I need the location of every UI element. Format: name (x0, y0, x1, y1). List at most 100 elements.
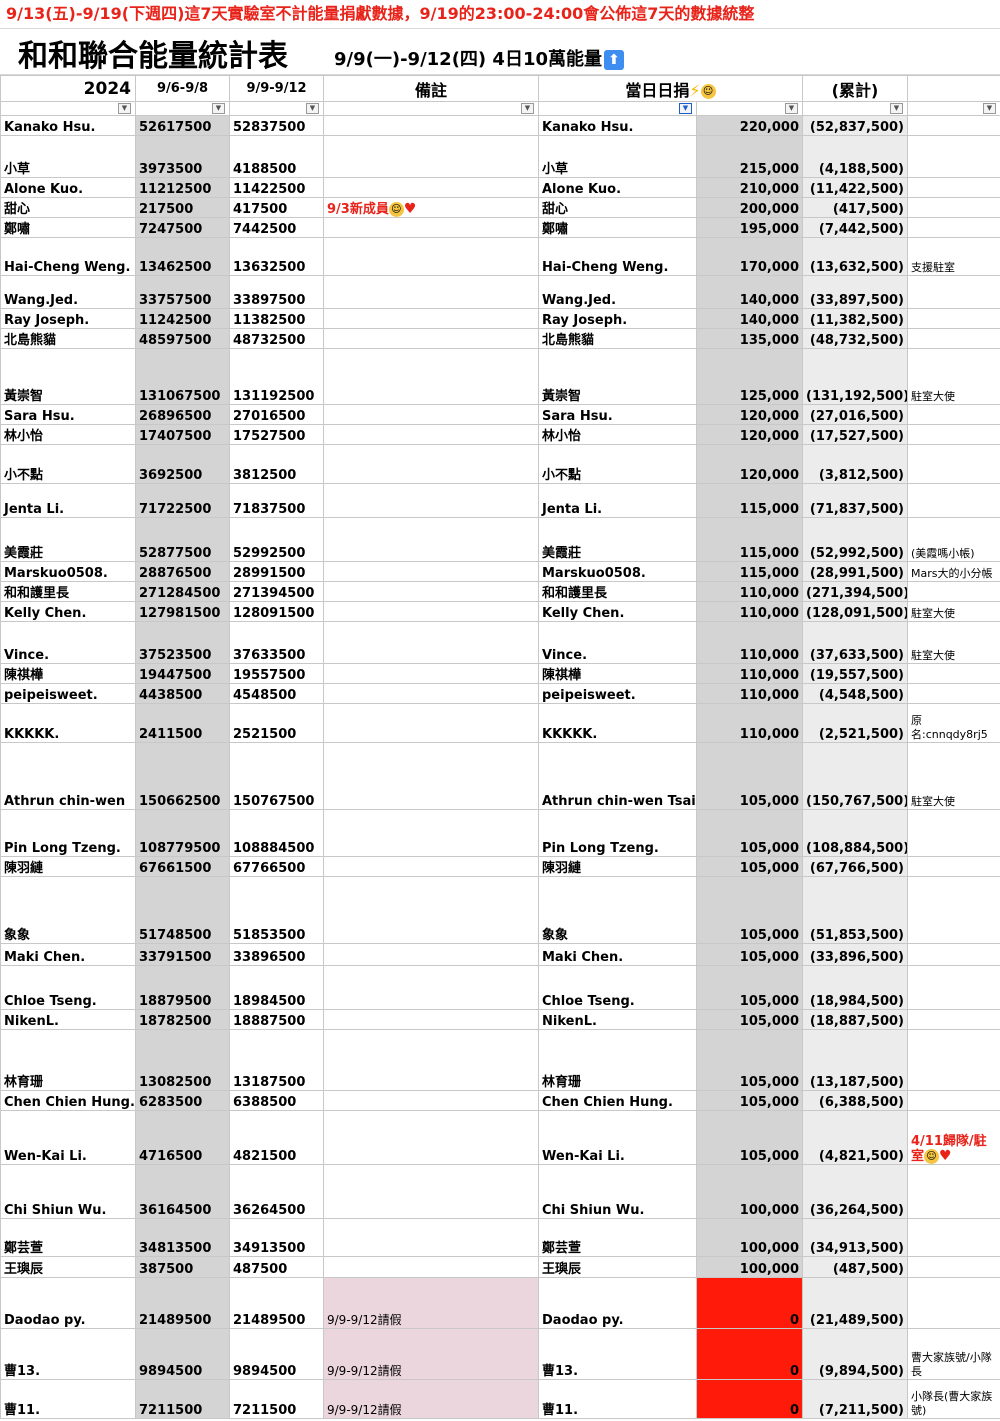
remark-cell[interactable] (323, 1090, 539, 1111)
member-name-daily[interactable]: Sara Hsu. (538, 404, 697, 425)
daily-donation[interactable]: 105,000 (696, 876, 803, 944)
daily-donation[interactable]: 170,000 (696, 237, 803, 276)
member-name-daily[interactable]: Wen-Kai Li. (538, 1110, 697, 1165)
side-note[interactable] (907, 135, 1000, 178)
daily-donation[interactable]: 210,000 (696, 177, 803, 198)
member-name[interactable]: 黃崇智 (0, 348, 136, 405)
member-name-daily[interactable]: Athrun chin-wen Tsai. (538, 742, 697, 810)
member-name-daily[interactable]: 象象 (538, 876, 697, 944)
daily-donation[interactable]: 100,000 (696, 1218, 803, 1257)
value-9-9-9-12[interactable]: 18887500 (229, 1009, 324, 1030)
value-9-6-9-8[interactable]: 21489500 (135, 1277, 230, 1329)
member-name[interactable]: 北島熊貓 (0, 328, 136, 349)
member-name[interactable]: Sara Hsu. (0, 404, 136, 425)
value-9-9-9-12[interactable]: 271394500 (229, 581, 324, 602)
member-name[interactable]: 陳祺樺 (0, 663, 136, 684)
value-9-6-9-8[interactable]: 6283500 (135, 1090, 230, 1111)
side-note[interactable]: 曹大家族號/小隊長 (907, 1328, 1000, 1380)
member-name[interactable]: Wen-Kai Li. (0, 1110, 136, 1165)
value-9-9-9-12[interactable]: 108884500 (229, 809, 324, 857)
cumulative-total[interactable]: (487,500) (802, 1256, 908, 1278)
remark-cell[interactable] (323, 444, 539, 484)
side-note[interactable] (907, 328, 1000, 349)
member-name-daily[interactable]: peipeisweet. (538, 683, 697, 704)
daily-donation[interactable]: 0 (696, 1328, 803, 1380)
member-name[interactable]: Chi Shiun Wu. (0, 1164, 136, 1219)
daily-donation[interactable]: 120,000 (696, 444, 803, 484)
daily-donation[interactable]: 115,000 (696, 517, 803, 562)
member-name-daily[interactable]: 曹13. (538, 1328, 697, 1380)
daily-donation[interactable]: 215,000 (696, 135, 803, 178)
value-9-6-9-8[interactable]: 67661500 (135, 856, 230, 877)
member-name[interactable]: KKKKK. (0, 703, 136, 743)
value-9-6-9-8[interactable]: 28876500 (135, 561, 230, 582)
daily-donation[interactable]: 0 (696, 1379, 803, 1419)
remark-cell[interactable] (323, 517, 539, 562)
member-name-daily[interactable]: Kanako Hsu. (538, 115, 697, 136)
value-9-9-9-12[interactable]: 4821500 (229, 1110, 324, 1165)
remark-cell[interactable] (323, 1218, 539, 1257)
cumulative-total[interactable]: (4,821,500) (802, 1110, 908, 1165)
daily-donation[interactable]: 110,000 (696, 683, 803, 704)
daily-donation[interactable]: 110,000 (696, 621, 803, 664)
member-name-daily[interactable]: Chloe Tseng. (538, 965, 697, 1010)
side-note[interactable] (907, 943, 1000, 966)
cumulative-total[interactable]: (271,394,500) (802, 581, 908, 602)
value-9-6-9-8[interactable]: 34813500 (135, 1218, 230, 1257)
cumulative-total[interactable]: (11,422,500) (802, 177, 908, 198)
side-note[interactable] (907, 1164, 1000, 1219)
filter-icon[interactable]: ▼ (521, 103, 534, 114)
member-name-daily[interactable]: NikenL. (538, 1009, 697, 1030)
daily-donation[interactable]: 105,000 (696, 1110, 803, 1165)
member-name-daily[interactable]: 北島熊貓 (538, 328, 697, 349)
cumulative-total[interactable]: (17,527,500) (802, 424, 908, 445)
side-note[interactable] (907, 308, 1000, 329)
member-name[interactable]: 陳羽縺 (0, 856, 136, 877)
daily-donation[interactable]: 200,000 (696, 197, 803, 218)
member-name[interactable]: Jenta Li. (0, 483, 136, 518)
cumulative-total[interactable]: (33,897,500) (802, 275, 908, 309)
value-9-9-9-12[interactable]: 18984500 (229, 965, 324, 1010)
cumulative-total[interactable]: (9,894,500) (802, 1328, 908, 1380)
value-9-9-9-12[interactable]: 128091500 (229, 601, 324, 622)
side-note[interactable]: 原名:cnnqdy8rj5 (907, 703, 1000, 743)
member-name[interactable]: 小草 (0, 135, 136, 178)
member-name-daily[interactable]: Alone Kuo. (538, 177, 697, 198)
daily-donation[interactable]: 140,000 (696, 275, 803, 309)
member-name-daily[interactable]: Kelly Chen. (538, 601, 697, 622)
remark-cell[interactable] (323, 308, 539, 329)
value-9-9-9-12[interactable]: 11382500 (229, 308, 324, 329)
member-name-daily[interactable]: 陳羽縺 (538, 856, 697, 877)
remark-cell[interactable] (323, 601, 539, 622)
member-name[interactable]: Kelly Chen. (0, 601, 136, 622)
value-9-6-9-8[interactable]: 18782500 (135, 1009, 230, 1030)
value-9-6-9-8[interactable]: 7211500 (135, 1379, 230, 1419)
member-name-daily[interactable]: Marskuo0508. (538, 561, 697, 582)
member-name[interactable]: Maki Chen. (0, 943, 136, 966)
cumulative-total[interactable]: (52,992,500) (802, 517, 908, 562)
filter-icon[interactable]: ▼ (983, 103, 996, 114)
member-name-daily[interactable]: KKKKK. (538, 703, 697, 743)
side-note[interactable] (907, 1256, 1000, 1278)
value-9-9-9-12[interactable]: 7211500 (229, 1379, 324, 1419)
member-name[interactable]: 象象 (0, 876, 136, 944)
value-9-9-9-12[interactable]: 33897500 (229, 275, 324, 309)
value-9-6-9-8[interactable]: 3692500 (135, 444, 230, 484)
value-9-6-9-8[interactable]: 4716500 (135, 1110, 230, 1165)
cumulative-total[interactable]: (417,500) (802, 197, 908, 218)
value-9-9-9-12[interactable]: 34913500 (229, 1218, 324, 1257)
daily-donation[interactable]: 220,000 (696, 115, 803, 136)
member-name[interactable]: 小不點 (0, 444, 136, 484)
member-name-daily[interactable]: Hai-Cheng Weng. (538, 237, 697, 276)
side-note[interactable]: 駐室大使 (907, 348, 1000, 405)
daily-donation[interactable]: 120,000 (696, 424, 803, 445)
value-9-9-9-12[interactable]: 19557500 (229, 663, 324, 684)
member-name[interactable]: 和和護里長 (0, 581, 136, 602)
cumulative-total[interactable]: (33,896,500) (802, 943, 908, 966)
member-name-daily[interactable]: 陳祺樺 (538, 663, 697, 684)
cumulative-total[interactable]: (71,837,500) (802, 483, 908, 518)
value-9-6-9-8[interactable]: 36164500 (135, 1164, 230, 1219)
member-name-daily[interactable]: 小不點 (538, 444, 697, 484)
value-9-9-9-12[interactable]: 21489500 (229, 1277, 324, 1329)
cumulative-total[interactable]: (37,633,500) (802, 621, 908, 664)
